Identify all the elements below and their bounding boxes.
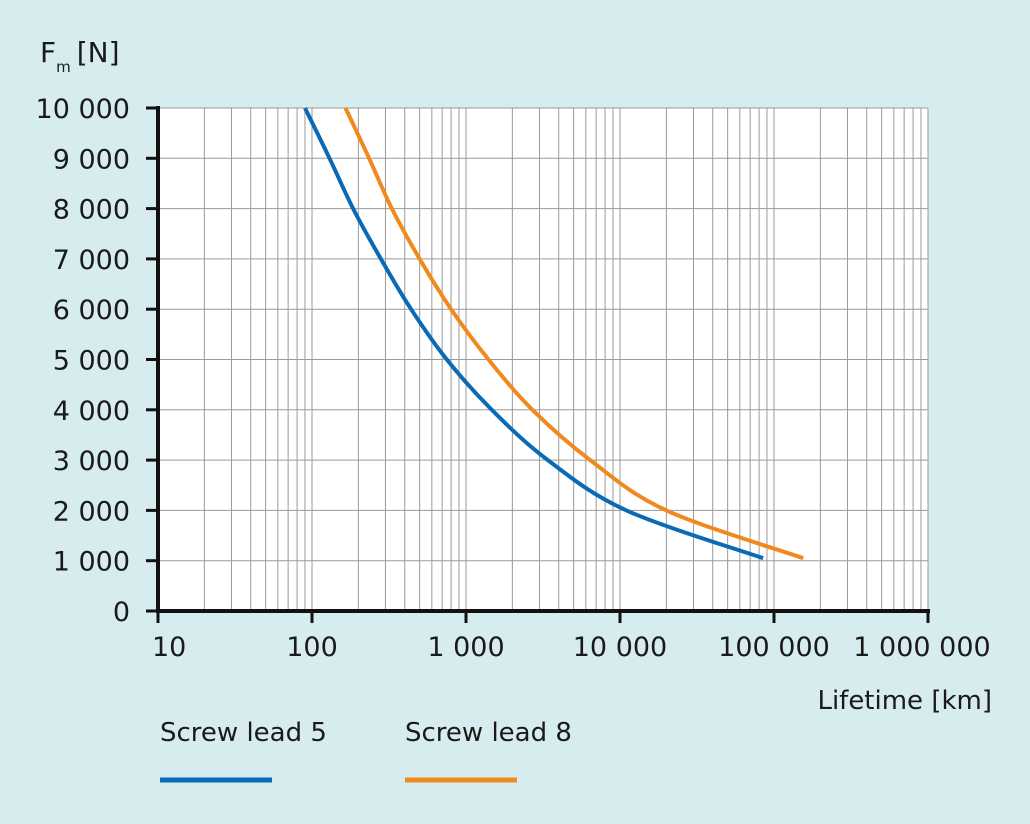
y-tick-label: 10 000 [36,94,130,125]
x-axis-title: Lifetime [km] [817,686,992,716]
y-tick-label: 4 000 [53,396,130,427]
y-tick-label: 1 000 [53,547,130,578]
x-tick-label: 10 [152,632,186,663]
y-tick-label: 8 000 [53,195,130,226]
y-tick-labels: 0 1 000 2 000 3 000 4 000 5 000 6 000 7 000 8 00… [36,94,130,628]
y-axis-unit: [N] [77,36,120,69]
series-line-1 [303,107,764,561]
legend: Screw lead 5 Screw lead 8 [160,718,572,783]
x-tick-label: 10 000 [573,632,667,663]
y-tick-label: 5 000 [53,346,130,377]
y-tick-label: 3 000 [53,446,130,477]
y-axis-title: Fm [N] [40,36,120,76]
x-tick-label: 100 000 [718,632,830,663]
legend-label-1: Screw lead 5 [160,718,327,748]
x-tick-label: 1 000 000 [853,632,990,663]
x-tick-label: 1 000 [427,632,504,663]
y-axis-symbol: F [40,36,56,69]
legend-label-2: Screw lead 8 [405,718,572,748]
series-lines [303,107,804,561]
grid [158,107,929,611]
y-tick-label: 9 000 [53,144,130,175]
axes [146,106,930,623]
y-tick-label: 7 000 [53,245,130,276]
y-tick-label: 6 000 [53,295,130,326]
y-axis-subscript: m [56,58,71,76]
x-tick-label: 100 [286,632,338,663]
series-line-2 [343,107,804,561]
x-tick-labels: 10 100 1 000 10 000 100 000 1 000 000 [152,632,991,663]
y-tick-label: 2 000 [53,496,130,527]
y-tick-label: 0 [113,597,130,628]
